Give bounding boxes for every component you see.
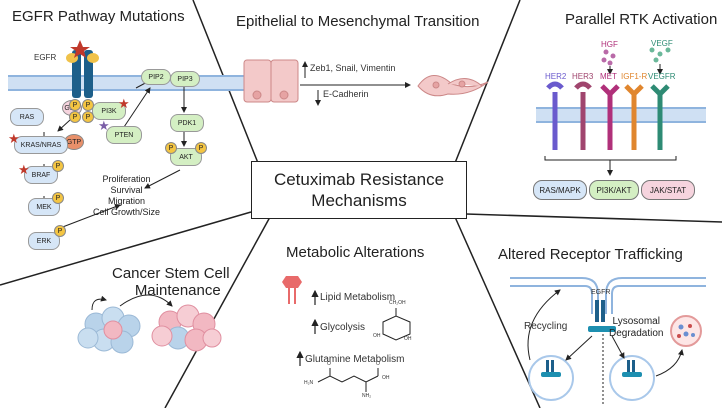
pip3-node: PIP3 (170, 71, 200, 87)
lysosome-icon (670, 315, 702, 347)
emt-arrows (300, 61, 411, 106)
vegf-label: VEGF (651, 39, 673, 48)
lipid-icon (282, 276, 302, 304)
glucose-oh-label: OH (373, 333, 381, 339)
stem-title-line1: Cancer Stem Cell (112, 265, 230, 282)
divider-top-right (454, 0, 521, 164)
glucose-oh-label: OH (404, 336, 412, 342)
mutation-star-icon: ★ (8, 131, 20, 146)
hgf-label: HGF (601, 40, 618, 49)
glucose-structure-icon (382, 308, 411, 341)
divider-mid-right (465, 213, 722, 223)
emt-upregulated-label: Zeb1, Snail, Vimentin (310, 63, 396, 73)
trafficking-arrows (527, 289, 684, 406)
rtk-arrows (544, 64, 677, 176)
glycolysis-label: Glycolysis (320, 322, 366, 333)
degradation-line1: Lysosomal (612, 316, 660, 327)
central-title-line1: Cetuximab Resistance (273, 170, 445, 189)
lipid-metabolism-label: Lipid Metabolism (320, 292, 396, 303)
egfr-panel-title: EGFR Pathway Mutations (12, 8, 185, 25)
glutamine-structure-icon (317, 368, 379, 392)
emt-mesenchymal-cells (417, 75, 489, 97)
kras-nras-node: KRAS/NRAS (14, 136, 68, 154)
erk-node: ERK (28, 232, 60, 250)
stem-panel-title: Cancer Stem Cell Maintenance (112, 265, 230, 299)
ras-node: RAS (10, 108, 44, 126)
divider-mid-left (0, 211, 252, 286)
phosphate-badge: P (82, 99, 94, 111)
phosphate-badge: P (195, 142, 207, 154)
metabolic-panel-title: Metabolic Alterations (286, 244, 425, 261)
akt-node: AKT (170, 148, 202, 166)
emt-epithelial-cells (243, 59, 299, 103)
trafficking-egfr-label: EGFR (591, 289, 611, 296)
phosphate-badge: P (69, 111, 81, 123)
rtk-receptor-shapes (546, 81, 670, 150)
mutation-star-icon: ★ (18, 162, 30, 177)
rtk-ligand-dots (601, 47, 671, 66)
outcome-proliferation: Proliferation (102, 174, 151, 184)
glutamine-nh2-label: NH₂ (362, 393, 372, 399)
mutation-star-icon: ★ (98, 118, 110, 133)
stem-cell-cluster-right (151, 304, 222, 352)
vesicle-receptors (541, 360, 642, 377)
pdk1-node: PDK1 (170, 114, 204, 132)
vegfr-label: VEGFR (648, 72, 676, 81)
pip2-node: PIP2 (141, 69, 171, 85)
vesicles (528, 355, 655, 401)
central-title-box: Cetuximab Resistance Mechanisms (251, 161, 467, 219)
lysosomal-degradation-label: Lysosomal Degradation (609, 316, 663, 340)
glutamine-oh-label: OH (382, 375, 390, 381)
pathway-pi3k-akt: PI3K/AKT (589, 180, 639, 200)
outcome-migration: Migration (108, 196, 146, 206)
outcome-survival: Survival (110, 185, 143, 195)
her3-label: HER3 (572, 72, 594, 81)
pathway-jak-stat: JAK/STAT (641, 180, 695, 200)
glutamine-o-label: O (376, 361, 380, 367)
central-title-line2: Mechanisms (311, 191, 407, 210)
phosphate-badge: P (52, 192, 64, 204)
met-label: MET (600, 72, 617, 81)
recycling-label: Recycling (524, 321, 568, 332)
egfr-outcomes-list: Proliferation Survival Migration Cell Gr… (93, 174, 160, 218)
mutation-star-icon: ★ (118, 96, 130, 111)
pathway-ras-mapk: RAS/MAPK (533, 180, 587, 200)
emt-panel-title: Epithelial to Mesenchymal Transition (236, 13, 480, 30)
trafficking-panel-title: Altered Receptor Trafficking (498, 246, 683, 263)
glutamine-metabolism-label: Glutamine Metabolism (305, 354, 405, 365)
metabolic-up-arrows (296, 289, 319, 366)
pten-node: PTEN (106, 126, 142, 144)
rtk-membrane (536, 107, 706, 123)
phosphate-badge: P (165, 142, 177, 154)
pi3k-node: PI3K (92, 102, 126, 120)
braf-node: BRAF (24, 166, 58, 184)
divider-bottom-left (164, 216, 271, 408)
glutamine-o-label: O (327, 361, 331, 367)
degradation-line2: Degradation (609, 328, 664, 339)
egfr-receptor-label: EGFR (34, 53, 57, 62)
mek-node: MEK (28, 198, 60, 216)
glutamine-h2n-label: H₂N (304, 380, 314, 386)
phosphate-badge: P (52, 160, 64, 172)
phosphate-badge: P (82, 111, 94, 123)
glucose-ch2oh-label: CH₂OH (389, 300, 406, 306)
egfr-receptor-shape (66, 40, 99, 98)
stem-cell-cluster-left (77, 306, 141, 354)
emt-downregulated-label: E-Cadherin (323, 89, 369, 99)
outcome-cell-growth: Cell Growth/Size (93, 207, 161, 217)
rtk-panel-title: Parallel RTK Activation (565, 11, 718, 28)
stem-cell-arrows (91, 294, 173, 311)
phosphate-badge: P (54, 225, 66, 237)
stem-title-line2: Maintenance (134, 282, 221, 299)
trafficking-membrane (510, 277, 706, 314)
egfr-membrane (8, 75, 244, 91)
trafficking-receptor-shape (588, 300, 616, 332)
igf1r-label: IGF1-R (621, 72, 648, 81)
her2-label: HER2 (545, 72, 567, 81)
phosphate-badge: P (69, 99, 81, 111)
divider-bottom-right (454, 216, 541, 408)
